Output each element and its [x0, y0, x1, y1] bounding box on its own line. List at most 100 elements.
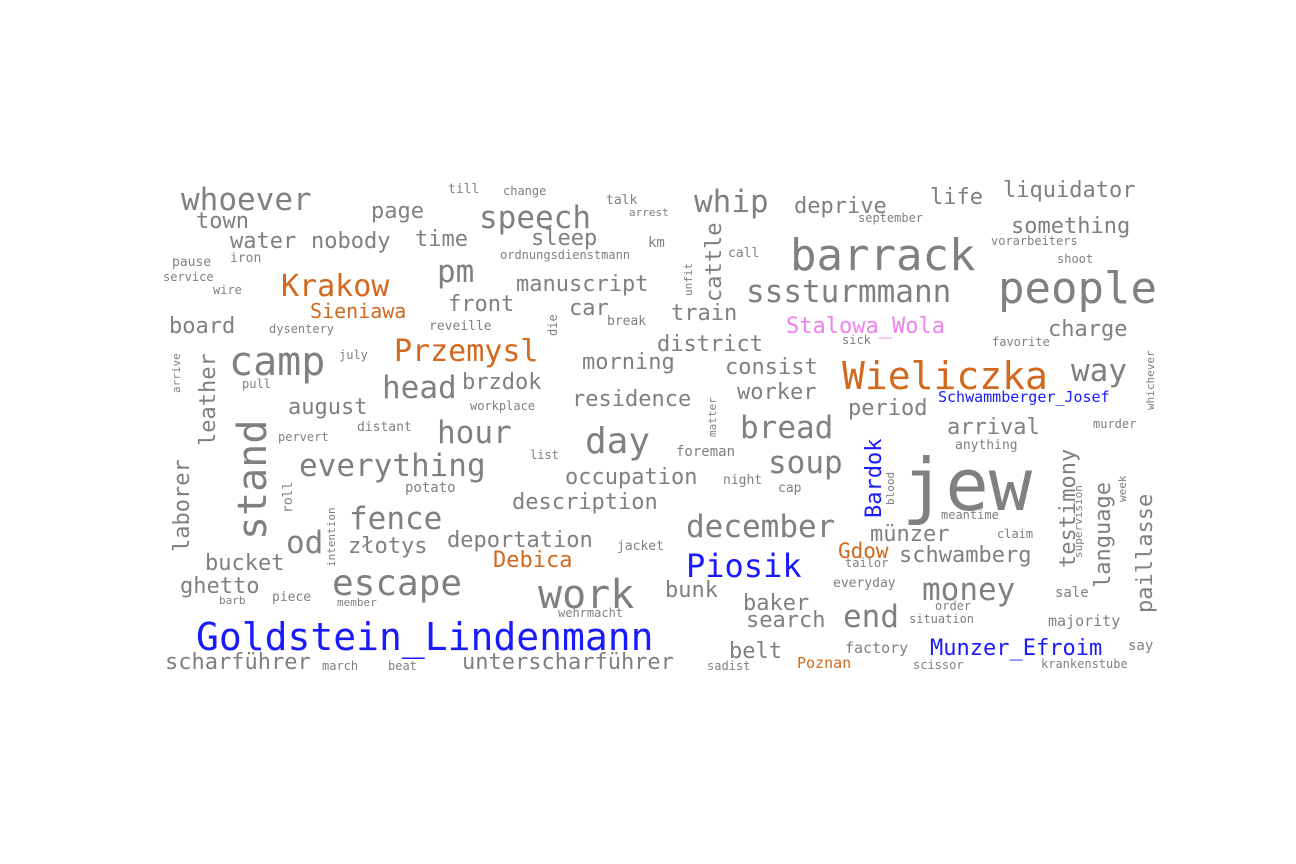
cloud-word: laborer: [170, 459, 195, 552]
cloud-word: paillasse: [1133, 494, 1158, 613]
cloud-word: murder: [1093, 417, 1136, 431]
cloud-word: money: [922, 572, 1015, 608]
cloud-word: Wieliczka: [842, 354, 1048, 398]
cloud-word: hour: [437, 415, 512, 451]
cloud-word: Debica: [493, 548, 572, 573]
cloud-word: potato: [405, 480, 456, 496]
cloud-word: majority: [1048, 612, 1120, 630]
cloud-word: Stalowa_Wola: [786, 314, 945, 339]
cloud-word: water: [230, 229, 296, 254]
cloud-word: board: [169, 314, 235, 339]
cloud-word: km: [648, 235, 665, 251]
cloud-word: period: [848, 396, 927, 421]
cloud-word: foreman: [676, 444, 735, 460]
cloud-word: head: [382, 370, 457, 406]
cloud-word: consist: [725, 355, 818, 380]
cloud-word: belt: [729, 639, 782, 664]
cloud-word: camp: [229, 339, 325, 385]
cloud-word: baker: [743, 591, 809, 616]
cloud-word: stand: [230, 420, 276, 540]
cloud-word: favorite: [992, 335, 1050, 349]
cloud-word: wehrmacht: [558, 606, 623, 620]
cloud-word: Sieniawa: [310, 299, 406, 323]
cloud-word: soup: [768, 445, 843, 481]
cloud-word: charge: [1048, 317, 1127, 342]
cloud-word: scharführer: [165, 650, 311, 675]
cloud-word: Bardok: [862, 439, 887, 518]
cloud-word: jew: [902, 443, 1033, 527]
cloud-word: die: [546, 314, 560, 336]
cloud-word: pervert: [278, 430, 329, 444]
cloud-word: dysentery: [269, 322, 334, 336]
cloud-word: claim: [997, 527, 1033, 541]
cloud-word: arrive: [170, 353, 183, 393]
cloud-word: page: [371, 199, 424, 224]
cloud-word: december: [686, 509, 835, 545]
cloud-word: worker: [737, 380, 816, 405]
cloud-word: work: [538, 572, 634, 618]
cloud-word: intention: [325, 507, 338, 567]
cloud-word: pm: [437, 254, 474, 290]
cloud-word: krankenstube: [1041, 657, 1128, 671]
cloud-word: tailor: [845, 556, 888, 570]
cloud-word: factory: [845, 639, 908, 657]
cloud-word: pause: [172, 255, 211, 270]
cloud-word: Schwammberger_Josef: [938, 388, 1110, 406]
cloud-word: ghetto: [180, 574, 259, 599]
cloud-word: car: [569, 296, 609, 321]
cloud-word: supervision: [1072, 485, 1085, 558]
cloud-word: Krakow: [281, 269, 390, 304]
cloud-word: order: [935, 599, 971, 613]
cloud-word: say: [1128, 638, 1153, 654]
cloud-word: train: [671, 301, 737, 326]
cloud-word: Goldstein_Lindenmann: [196, 615, 654, 660]
cloud-word: day: [585, 421, 650, 462]
cloud-word: testimony: [1056, 449, 1081, 568]
cloud-word: fence: [349, 501, 442, 537]
cloud-word: town: [196, 209, 249, 234]
cloud-word: barb: [219, 594, 246, 607]
cloud-word: matter: [706, 397, 719, 437]
cloud-word: bunk: [665, 578, 718, 603]
cloud-word: march: [322, 659, 358, 673]
cloud-word: residence: [572, 387, 691, 412]
cloud-word: workplace: [470, 399, 535, 413]
cloud-word: bread: [740, 410, 833, 446]
cloud-word: beat: [388, 659, 417, 673]
cloud-word: iron: [230, 251, 261, 266]
cloud-word: vorarbeiters: [991, 234, 1078, 248]
cloud-word: life: [930, 185, 983, 210]
cloud-word: sick: [842, 333, 872, 347]
cloud-word: distant: [357, 420, 412, 435]
cloud-word: Poznan: [797, 654, 851, 672]
cloud-word: sadist: [707, 659, 750, 673]
cloud-word: member: [337, 596, 377, 609]
cloud-word: jacket: [617, 539, 664, 554]
cloud-word: Piosik: [686, 547, 802, 585]
cloud-word: piece: [272, 590, 311, 605]
cloud-word: front: [448, 292, 514, 317]
cloud-word: whichever: [1144, 350, 1157, 410]
cloud-word: change: [503, 184, 546, 198]
cloud-word: leather: [196, 353, 221, 446]
cloud-word: schwamberg: [899, 543, 1031, 568]
cloud-word: manuscript: [516, 272, 648, 297]
cloud-word: till: [448, 182, 479, 197]
cloud-word: situation: [909, 612, 974, 626]
cloud-word: search: [746, 608, 825, 633]
cloud-word: talk: [606, 193, 637, 208]
cloud-word: list: [530, 448, 559, 462]
cloud-word: call: [728, 246, 759, 261]
cloud-word: od: [286, 525, 323, 561]
cloud-word: cattle: [702, 223, 727, 302]
cloud-word: Munzer_Efroim: [930, 636, 1102, 661]
cloud-word: sssturmmann: [746, 274, 951, 310]
cloud-word: nobody: [311, 229, 390, 254]
cloud-word: ordnungsdienstmann: [500, 248, 630, 262]
cloud-word: blood: [884, 472, 897, 505]
cloud-word: deportation: [447, 528, 593, 553]
cloud-word: pull: [242, 377, 271, 391]
cloud-word: münzer: [870, 522, 949, 547]
cloud-word: occupation: [565, 465, 697, 490]
